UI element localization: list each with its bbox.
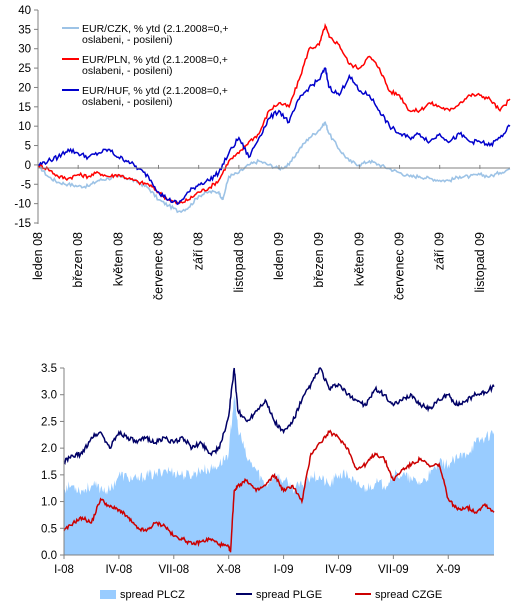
chart-fx-ytd: 40 35 30 25 20 15 10 5 0 -5 -10 -15 leden 08 březen … (14, 5, 511, 300)
chart2-x-ticks: I-08 IV-08 VII-08 X-08 I-09 IV-09 VII-09 X-09 (54, 555, 460, 576)
chart2-y-tick-label: 1.0 (41, 497, 57, 509)
chart1-y-tick-label: -10 (14, 199, 31, 211)
chart1-x-tick-label: září 08 (192, 232, 206, 270)
chart2-x-tick-label: VII-09 (378, 564, 409, 576)
chart1-y-ticks: 40 35 30 25 20 15 10 5 0 -5 -10 -15 (14, 5, 38, 230)
chart1-y-tick-label: 15 (18, 102, 31, 114)
chart2-legend-label-2: spread CZGE (375, 589, 442, 601)
chart1-x-tick-label: listopad 08 (232, 232, 246, 293)
chart2-y-tick-label: 0.0 (41, 550, 57, 562)
chart1-x-tick-label: červenec 09 (393, 232, 407, 300)
chart2-x-tick-label: X-08 (217, 564, 241, 576)
chart2-y-tick-label: 1.5 (41, 470, 57, 482)
chart1-series-line-1 (37, 22, 511, 205)
chart1-x-tick-label: listopad 09 (473, 232, 487, 293)
chart2-y-ticks: 3.5 3.0 2.5 2.0 1.5 1.0 0.5 0.0 (41, 363, 64, 562)
chart2-x-tick-label: I-08 (54, 564, 74, 576)
chart1-legend-label-0: EUR/CZK, % ytd (2.1.2008=0,+ (82, 23, 229, 35)
chart1-y-tick-label: 25 (18, 63, 31, 75)
chart2-legend-label-0: spread PLCZ (120, 589, 185, 601)
chart1-y-tick-label: 35 (18, 24, 31, 36)
chart-spreads: 3.5 3.0 2.5 2.0 1.5 1.0 0.5 0.0 I-08 IV-08 VII-08… (41, 363, 495, 601)
chart1-x-ticks: leden 08 březen 08 květen 08 červenec 08 zář… (31, 164, 487, 300)
chart1-x-tick-label: květen 08 (111, 232, 125, 286)
chart2-legend: spread PLCZ spread PLGE spread CZGE (100, 589, 442, 601)
chart2-y-tick-label: 3.5 (41, 363, 57, 375)
chart2-y-tick-label: 2.0 (41, 443, 57, 455)
chart1-y-tick-label: 20 (18, 82, 31, 94)
chart2-y-tick-label: 2.5 (41, 416, 57, 428)
chart1-x-tick-label: květen 09 (352, 232, 366, 286)
chart1-legend-label-1: oslabeni, - posileni) (82, 65, 172, 77)
chart1-y-tick-label: 5 (25, 141, 31, 153)
chart2-legend-label-1: spread PLGE (256, 589, 322, 601)
chart1-y-tick-label: 30 (18, 44, 31, 56)
chart2-series-area-0 (64, 394, 494, 555)
chart2-x-tick-label: IV-09 (325, 564, 352, 576)
chart1-y-tick-label: 40 (18, 5, 31, 17)
chart1-x-tick-label: leden 08 (31, 232, 45, 280)
chart1-x-tick-label: září 09 (433, 232, 447, 270)
chart2-x-tick-label: VII-08 (158, 564, 189, 576)
chart1-y-tick-label: -15 (14, 218, 31, 230)
chart2-y-tick-label: 0.5 (41, 523, 57, 535)
chart2-x-tick-label: IV-08 (105, 564, 132, 576)
chart1-y-tick-label: 0 (25, 160, 31, 172)
chart2-legend-swatch-0 (100, 590, 116, 599)
chart2-series-line-2 (63, 429, 495, 553)
chart2-y-tick-label: 3.0 (41, 390, 57, 402)
chart2-x-tick-label: X-09 (436, 564, 460, 576)
chart2-series-line-1 (63, 367, 495, 466)
chart1-legend-label-2: EUR/HUF, % ytd (2.1.2008=0,+ (82, 85, 228, 97)
chart1-x-tick-label: březen 09 (312, 232, 326, 288)
chart1-legend-label-0: oslabeni, - posileni) (82, 34, 172, 46)
chart1-x-tick-label: červenec 08 (152, 232, 166, 300)
chart1-series-line-2 (37, 67, 511, 206)
chart1-legend-label-1: EUR/PLN, % ytd (2.1.2008=0,+ (82, 54, 228, 66)
chart1-legend-label-2: oslabeni, - posileni) (82, 96, 172, 108)
chart2-x-tick-label: I-09 (274, 564, 294, 576)
chart1-y-tick-label: -5 (21, 179, 31, 191)
chart1-y-tick-label: 10 (18, 121, 31, 133)
chart1-x-tick-label: leden 09 (272, 232, 286, 280)
chart1-x-tick-label: březen 08 (71, 232, 85, 288)
chart1-plot-area (38, 10, 510, 223)
chart1-legend: EUR/CZK, % ytd (2.1.2008=0,+oslabeni, - … (62, 23, 229, 108)
chart2-series-group (63, 367, 495, 555)
